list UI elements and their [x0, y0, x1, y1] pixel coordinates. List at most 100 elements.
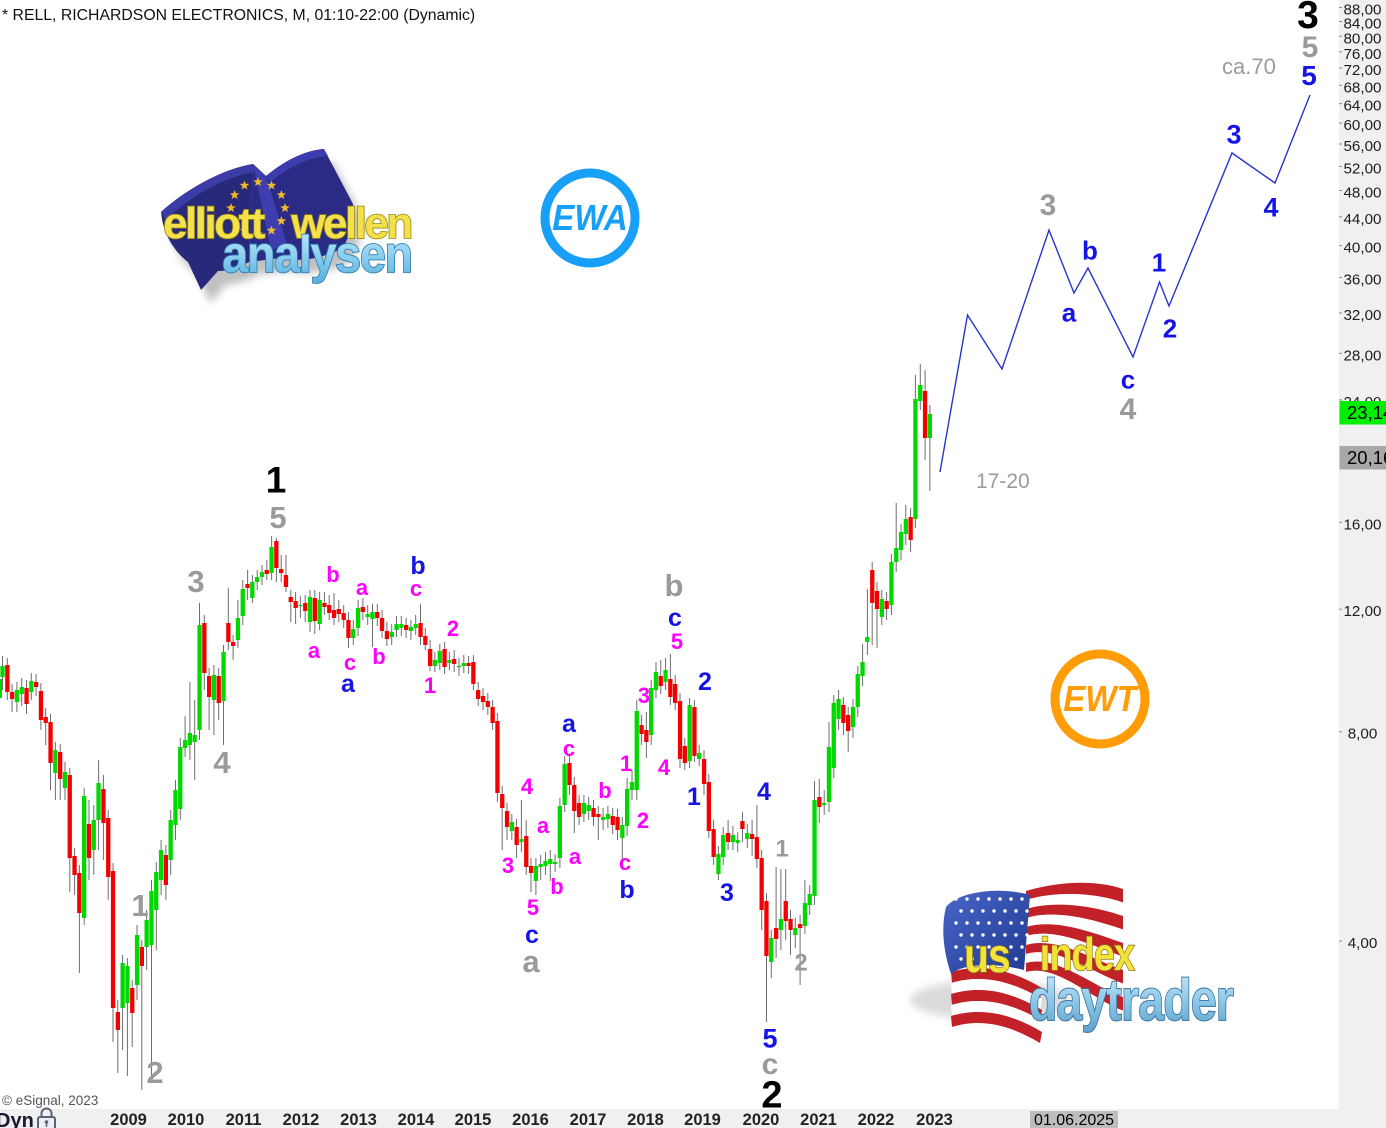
- svg-text:48,00: 48,00: [1343, 185, 1381, 202]
- svg-text:c: c: [1121, 364, 1135, 394]
- svg-text:2: 2: [447, 616, 459, 641]
- svg-text:index: index: [1040, 928, 1136, 979]
- svg-text:2023: 2023: [916, 1111, 953, 1128]
- svg-text:23,14: 23,14: [1347, 402, 1386, 423]
- svg-text:1: 1: [687, 783, 701, 811]
- svg-text:5: 5: [671, 629, 683, 654]
- svg-text:17-20: 17-20: [976, 470, 1030, 493]
- svg-text:2011: 2011: [226, 1111, 262, 1128]
- svg-text:c: c: [344, 650, 356, 675]
- svg-text:84,00: 84,00: [1343, 16, 1381, 33]
- svg-text:2019: 2019: [684, 1111, 721, 1128]
- svg-text:2017: 2017: [570, 1111, 607, 1128]
- svg-text:us: us: [964, 930, 1009, 983]
- svg-text:5: 5: [1302, 31, 1319, 64]
- svg-text:wellen: wellen: [290, 199, 411, 248]
- svg-text:2015: 2015: [455, 1111, 492, 1128]
- svg-text:c: c: [762, 1048, 779, 1081]
- svg-text:b: b: [619, 876, 634, 904]
- svg-text:3: 3: [1297, 0, 1319, 37]
- svg-text:3: 3: [187, 564, 204, 599]
- svg-text:12,00: 12,00: [1343, 603, 1381, 620]
- svg-text:4,00: 4,00: [1348, 935, 1378, 952]
- svg-text:3: 3: [1226, 120, 1241, 150]
- svg-text:ca.70: ca.70: [1222, 54, 1276, 79]
- svg-text:3: 3: [638, 683, 650, 708]
- svg-text:1: 1: [424, 673, 436, 698]
- svg-text:8,00: 8,00: [1348, 726, 1378, 743]
- svg-text:2022: 2022: [858, 1111, 895, 1128]
- svg-text:b: b: [326, 562, 339, 587]
- svg-text:2: 2: [761, 1075, 782, 1117]
- svg-text:© eSignal, 2023: © eSignal, 2023: [2, 1093, 98, 1108]
- svg-text:4: 4: [757, 778, 771, 806]
- svg-text:a: a: [537, 813, 550, 838]
- svg-text:72,00: 72,00: [1343, 62, 1381, 79]
- svg-text:3: 3: [1040, 189, 1057, 222]
- svg-text:4: 4: [658, 755, 671, 780]
- svg-text:5: 5: [1301, 60, 1317, 91]
- svg-text:b: b: [410, 552, 425, 580]
- svg-text:Dyn: Dyn: [0, 1110, 34, 1128]
- svg-text:daytrader: daytrader: [1029, 968, 1234, 1033]
- svg-text:2009: 2009: [110, 1111, 147, 1128]
- svg-text:a: a: [522, 944, 540, 979]
- svg-text:4: 4: [213, 745, 231, 780]
- svg-text:a: a: [356, 575, 369, 600]
- svg-text:EWT: EWT: [1063, 680, 1139, 720]
- svg-text:2012: 2012: [283, 1111, 320, 1128]
- svg-text:2014: 2014: [398, 1111, 436, 1128]
- svg-text:3: 3: [502, 853, 514, 878]
- svg-text:3: 3: [720, 879, 734, 907]
- svg-text:20,16: 20,16: [1347, 447, 1386, 468]
- svg-text:28,00: 28,00: [1343, 347, 1381, 364]
- svg-text:80,00: 80,00: [1343, 30, 1381, 47]
- svg-text:01.06.2025: 01.06.2025: [1034, 1112, 1114, 1128]
- svg-text:elliott: elliott: [163, 199, 266, 248]
- svg-text:60,00: 60,00: [1343, 117, 1381, 134]
- svg-text:16,00: 16,00: [1343, 516, 1381, 533]
- svg-text:2: 2: [698, 668, 712, 696]
- svg-text:b: b: [550, 874, 563, 899]
- svg-text:40,00: 40,00: [1343, 240, 1381, 257]
- svg-text:64,00: 64,00: [1343, 98, 1381, 115]
- svg-text:a: a: [562, 710, 577, 738]
- svg-text:4: 4: [1120, 393, 1137, 426]
- svg-text:5: 5: [762, 1024, 777, 1054]
- svg-text:c: c: [563, 736, 575, 761]
- svg-text:2: 2: [794, 950, 807, 977]
- svg-text:88,00: 88,00: [1343, 2, 1381, 19]
- svg-text:1: 1: [775, 836, 788, 863]
- svg-text:c: c: [410, 576, 422, 601]
- svg-text:4: 4: [521, 774, 534, 799]
- svg-text:2020: 2020: [743, 1111, 780, 1128]
- svg-text:EWA: EWA: [552, 199, 627, 239]
- svg-text:1: 1: [1152, 247, 1166, 277]
- svg-text:5: 5: [527, 895, 539, 920]
- svg-text:* RELL, RICHARDSON ELECTRONICS: * RELL, RICHARDSON ELECTRONICS, M, 01:10…: [2, 7, 475, 24]
- svg-text:a: a: [1062, 297, 1077, 327]
- svg-text:2018: 2018: [627, 1111, 664, 1128]
- svg-text:c: c: [619, 850, 631, 875]
- svg-text:76,00: 76,00: [1343, 46, 1381, 63]
- svg-text:36,00: 36,00: [1343, 271, 1381, 288]
- svg-text:2: 2: [146, 1055, 163, 1090]
- svg-text:5: 5: [269, 500, 286, 535]
- svg-text:2010: 2010: [168, 1111, 205, 1128]
- svg-text:a: a: [308, 638, 321, 663]
- svg-text:2021: 2021: [800, 1111, 837, 1128]
- svg-text:analysen: analysen: [222, 226, 411, 284]
- svg-text:b: b: [665, 568, 684, 603]
- svg-text:56,00: 56,00: [1343, 138, 1381, 155]
- svg-text:1: 1: [266, 459, 287, 500]
- svg-text:44,00: 44,00: [1343, 211, 1381, 228]
- svg-text:a: a: [569, 844, 582, 869]
- svg-text:32,00: 32,00: [1343, 307, 1381, 324]
- svg-text:2: 2: [637, 808, 649, 833]
- svg-text:2013: 2013: [340, 1111, 377, 1128]
- svg-text:b: b: [598, 778, 611, 803]
- svg-text:a: a: [341, 670, 356, 698]
- svg-text:2016: 2016: [512, 1111, 549, 1128]
- svg-text:c: c: [668, 604, 682, 632]
- svg-text:2: 2: [1163, 313, 1177, 343]
